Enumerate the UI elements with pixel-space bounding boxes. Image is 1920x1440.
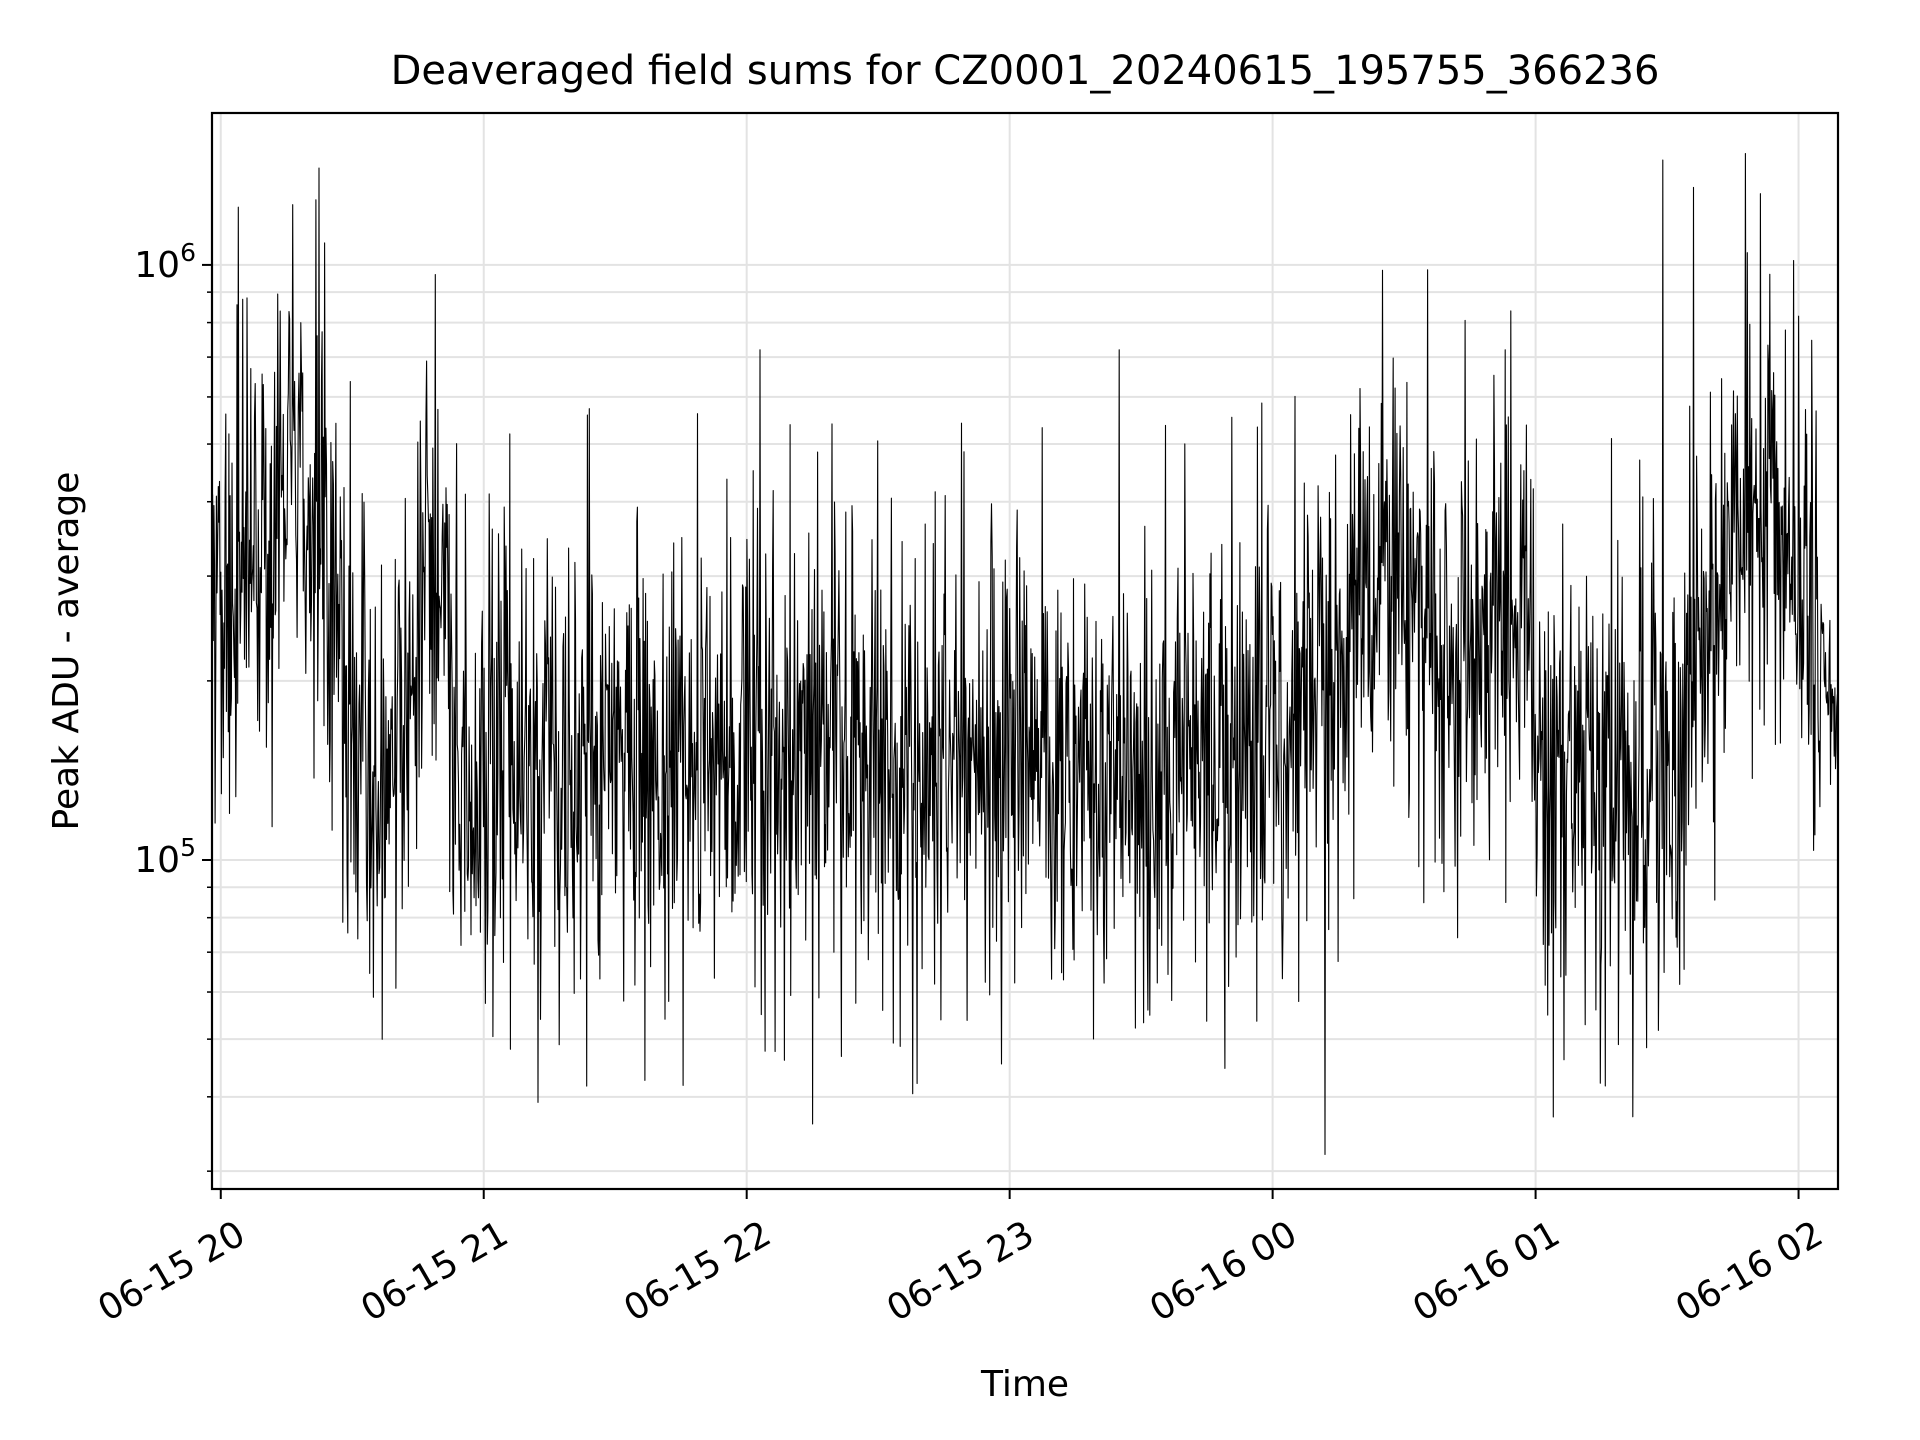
plot-frame <box>210 111 1840 1191</box>
series-line <box>211 152 1839 1156</box>
y-axis-label: Peak ADU - average <box>46 472 87 831</box>
plot-area <box>211 152 1839 1156</box>
y-tick-label: 106 <box>134 238 196 286</box>
y-axis: 105 106 <box>134 238 212 1172</box>
chart-title: Deaveraged field sums for CZ0001_2024061… <box>391 48 1660 94</box>
grid-lines <box>212 113 1838 1189</box>
x-axis-label: Time <box>980 1364 1069 1405</box>
y-tick-label: 105 <box>134 833 196 881</box>
